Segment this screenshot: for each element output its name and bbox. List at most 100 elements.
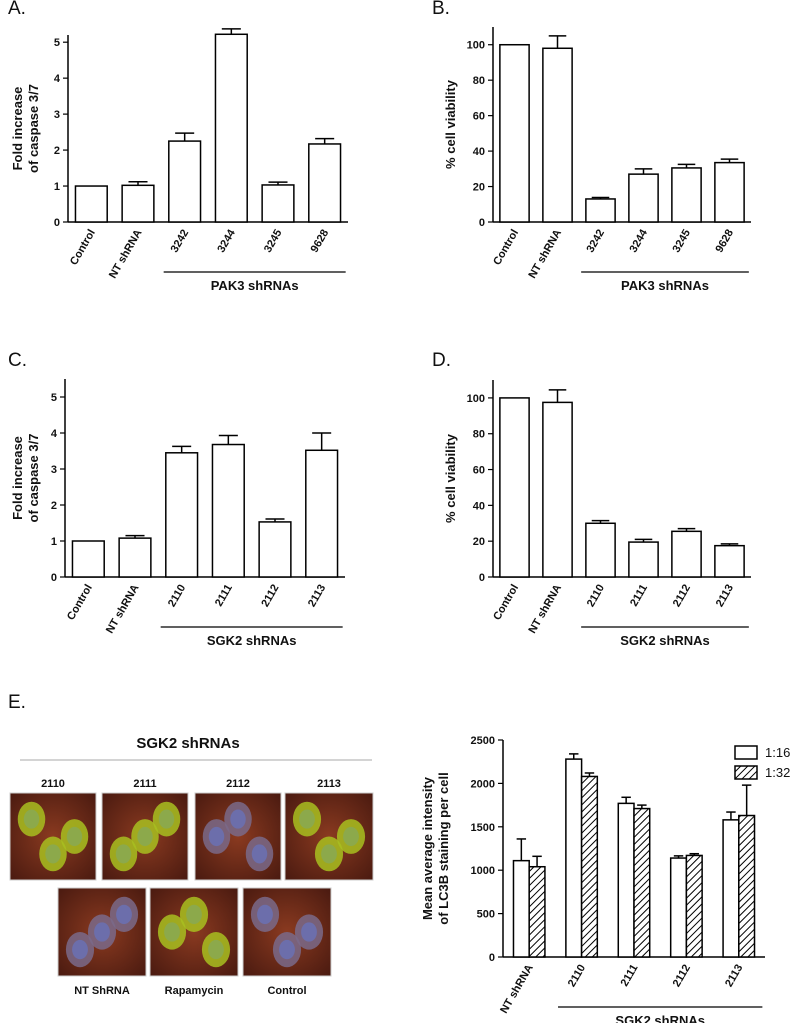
bar <box>211 443 245 578</box>
micrograph-label: 2110 <box>41 778 65 790</box>
bar <box>714 544 745 578</box>
nucleus <box>137 826 153 847</box>
y-tick-label: 60 <box>473 111 485 123</box>
legend-swatch <box>734 745 758 760</box>
bar <box>542 47 573 223</box>
nucleus <box>164 922 180 942</box>
x-tick-label: 2112 <box>671 583 693 610</box>
bar <box>542 401 573 578</box>
x-tick-label: 2113 <box>714 583 736 610</box>
x-tick-label: NT shRNA <box>527 227 565 280</box>
bar <box>669 857 688 958</box>
micrograph-label: Control <box>267 985 306 997</box>
y-tick-label: 1 <box>51 536 57 548</box>
y-axis-label: of LC3B staining per cell <box>436 772 451 924</box>
error-bar <box>516 838 527 861</box>
bar <box>685 854 703 958</box>
group-label: SGK2 shRNAs <box>615 1013 705 1023</box>
error-bar <box>312 432 332 451</box>
x-tick-label: Control <box>68 228 98 268</box>
x-tick-label: 3245 <box>670 228 693 255</box>
nucleus <box>343 826 359 847</box>
y-tick-label: 0 <box>54 217 60 229</box>
group-label: SGK2 shRNAs <box>207 633 297 648</box>
error-bar <box>569 753 579 760</box>
x-tick-label: 3244 <box>627 227 650 255</box>
error-bar <box>741 784 752 816</box>
y-tick-label: 2 <box>54 145 60 157</box>
error-bar <box>584 772 595 777</box>
nucleus <box>257 904 273 925</box>
bar <box>165 452 199 578</box>
bar <box>633 807 651 958</box>
error-bar <box>673 855 684 859</box>
bar <box>617 802 635 958</box>
y-tick-label: 100 <box>467 393 485 405</box>
error-bar <box>128 180 148 186</box>
error-bar <box>634 168 653 175</box>
bar <box>258 521 292 578</box>
error-bar <box>315 137 335 144</box>
error-bar <box>548 35 567 49</box>
y-tick-label: 500 <box>477 909 495 921</box>
legend-label: 1:32 <box>765 765 790 780</box>
panel-letter: D. <box>432 350 451 371</box>
micrograph-label: 2111 <box>133 778 156 790</box>
bar <box>671 530 702 578</box>
bar <box>585 522 616 578</box>
error-bar <box>268 181 288 185</box>
x-tick-label: 3245 <box>262 228 285 255</box>
error-bar <box>677 163 696 168</box>
bar <box>722 819 740 958</box>
nucleus <box>72 939 88 960</box>
y-tick-label: 2 <box>51 500 57 512</box>
nucleus <box>251 844 268 864</box>
micrograph-label: 2113 <box>317 778 341 790</box>
nucleus <box>158 809 175 829</box>
error-bar <box>532 855 542 867</box>
x-tick-label: NT shRNA <box>527 582 565 635</box>
y-tick-label: 1 <box>54 181 60 193</box>
x-tick-label: 2112 <box>259 583 281 610</box>
error-bar <box>621 796 631 804</box>
y-tick-label: 0 <box>51 572 57 584</box>
y-tick-label: 0 <box>479 217 485 229</box>
error-bar <box>265 518 285 522</box>
bar <box>580 775 599 958</box>
bar <box>628 173 659 223</box>
x-tick-label: 2113 <box>723 963 745 990</box>
nucleus <box>186 904 202 925</box>
error-bar <box>172 445 192 453</box>
bar <box>71 540 105 578</box>
micrograph-label: NT ShRNA <box>74 985 130 997</box>
nucleus <box>208 939 224 960</box>
group-label: PAK3 shRNAs <box>211 278 299 293</box>
x-tick-label: 3242 <box>169 228 192 255</box>
panel-letter: C. <box>8 350 27 371</box>
y-tick-label: 5 <box>54 37 60 49</box>
error-bar <box>591 519 610 524</box>
y-tick-label: 0 <box>479 572 485 584</box>
nucleus <box>321 844 337 864</box>
error-bar <box>175 132 195 142</box>
error-bar <box>720 158 739 163</box>
x-tick-label: NT shRNA <box>107 227 145 280</box>
nucleus <box>208 826 225 847</box>
error-bar <box>634 538 653 543</box>
y-tick-label: 80 <box>473 429 485 441</box>
micrograph-label: Rapamycin <box>165 985 224 997</box>
micrograph-title: SGK2 shRNAs <box>136 735 239 752</box>
x-tick-label: 9628 <box>713 228 736 255</box>
y-tick-label: 4 <box>54 73 61 85</box>
micrograph-label: 2112 <box>226 778 250 790</box>
y-axis-label: Mean average intensity <box>420 776 435 920</box>
nucleus <box>94 922 110 942</box>
x-tick-label: 9628 <box>309 228 332 255</box>
x-tick-label: Control <box>491 228 521 268</box>
bar <box>499 397 530 578</box>
panel-letter: A. <box>8 0 26 19</box>
y-tick-label: 4 <box>51 428 58 440</box>
nucleus <box>66 826 83 847</box>
nucleus <box>299 809 315 829</box>
bar <box>565 758 583 958</box>
